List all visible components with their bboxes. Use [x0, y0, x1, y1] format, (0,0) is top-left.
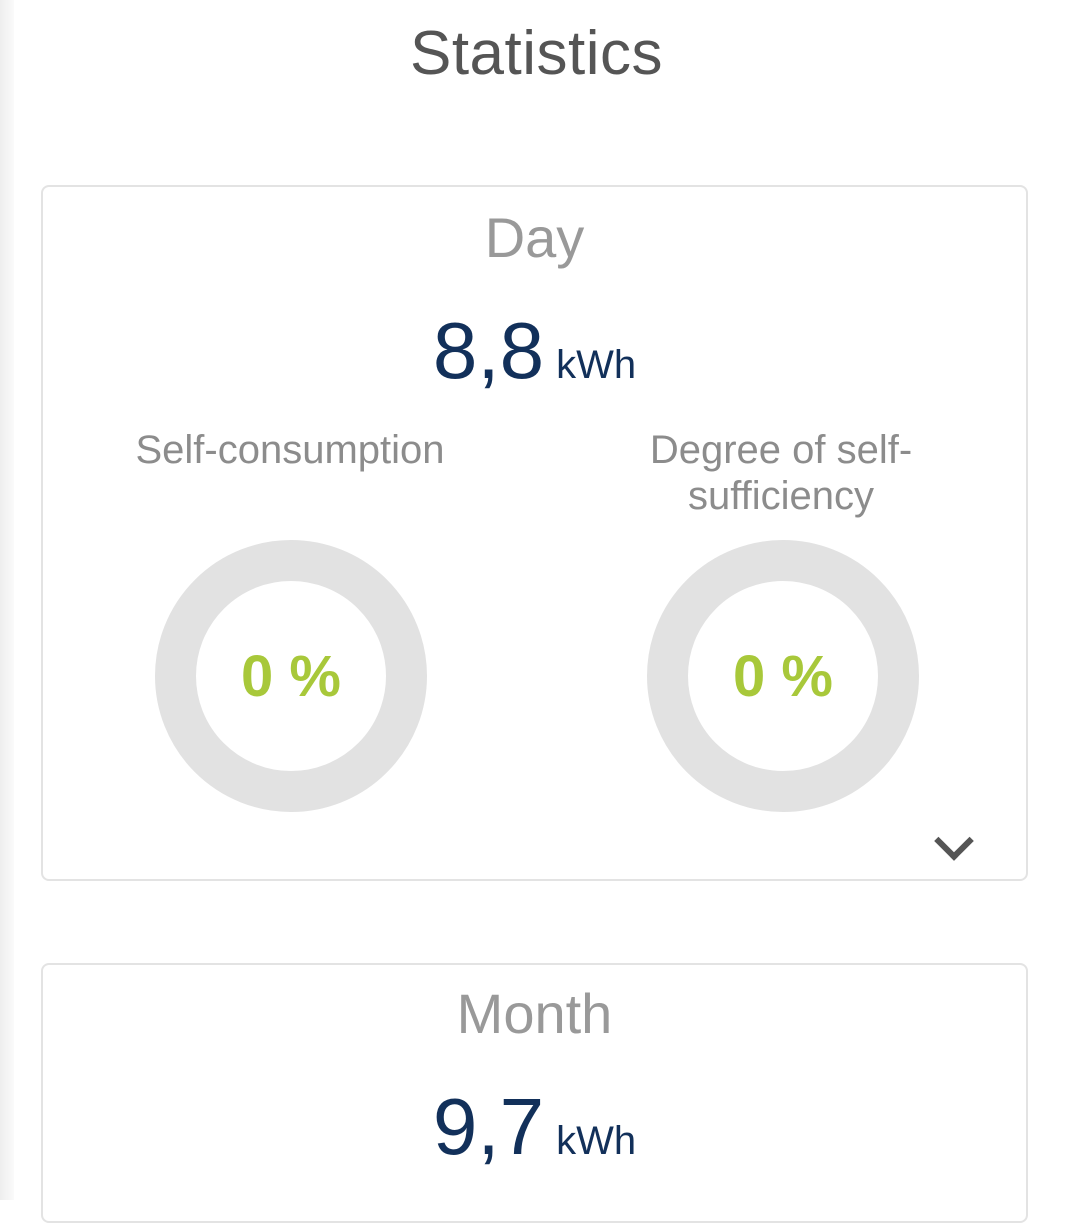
day-energy: 8,8 kWh	[43, 305, 1026, 397]
page-title: Statistics	[409, 19, 664, 88]
month-card-title: Month	[456, 982, 613, 1045]
left-edge-shadow	[0, 0, 14, 1200]
day-statistics-card[interactable]: Day 8,8 kWh Self-consumption Degree of se…	[41, 185, 1028, 881]
month-energy-value: 9,7	[432, 1082, 545, 1171]
day-energy-value: 8,8	[432, 306, 545, 395]
day-energy-unit: kWh	[556, 343, 637, 387]
self-consumption-label: Self-consumption	[135, 428, 445, 472]
self-sufficiency-percent: 0 %	[733, 643, 833, 709]
self-sufficiency-label: Degree of self-sufficiency	[649, 428, 913, 518]
chevron-down-icon[interactable]	[934, 821, 974, 861]
month-statistics-card[interactable]: Month 9,7 kWh	[41, 963, 1028, 1223]
self-consumption-donut-chart: 0 %	[155, 540, 427, 812]
self-sufficiency-donut-chart: 0 %	[647, 540, 919, 812]
day-card-title: Day	[484, 206, 585, 269]
month-energy-unit: kWh	[556, 1119, 637, 1163]
self-consumption-percent: 0 %	[241, 643, 341, 709]
month-energy: 9,7 kWh	[43, 1081, 1026, 1173]
